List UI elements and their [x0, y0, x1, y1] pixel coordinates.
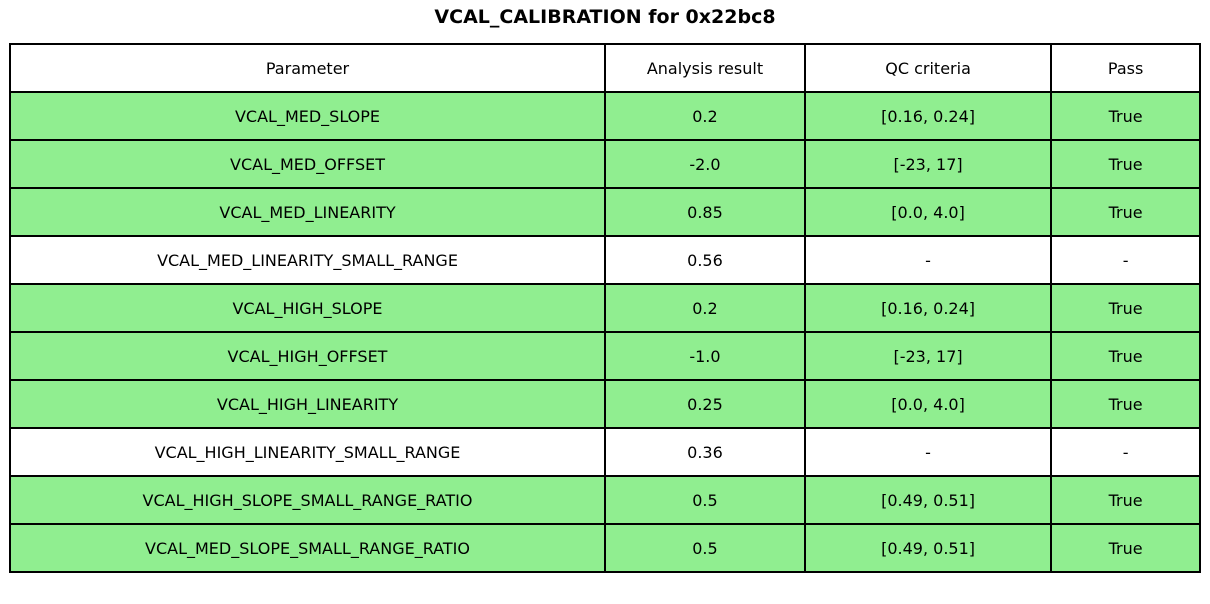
- qc-cell: [0.0, 4.0]: [803, 187, 1053, 237]
- pass-cell: True: [1050, 91, 1201, 141]
- result-cell: -1.0: [604, 331, 806, 381]
- header-qc-criteria: QC criteria: [803, 43, 1053, 93]
- qc-cell: -: [803, 427, 1053, 477]
- parameter-cell: VCAL_HIGH_LINEARITY: [9, 379, 606, 429]
- result-cell: 0.56: [604, 235, 806, 285]
- qc-cell: [-23, 17]: [803, 139, 1053, 189]
- header-row: Parameter Analysis result QC criteria Pa…: [9, 43, 1201, 93]
- qc-cell: [0.0, 4.0]: [803, 379, 1053, 429]
- result-cell: 0.2: [604, 283, 806, 333]
- page-title: VCAL_CALIBRATION for 0x22bc8: [434, 6, 776, 28]
- pass-cell: True: [1050, 475, 1201, 525]
- table-row: VCAL_MED_SLOPE_SMALL_RANGE_RATIO 0.5 [0.…: [9, 523, 1201, 573]
- result-cell: 0.5: [604, 523, 806, 573]
- table-row: VCAL_MED_LINEARITY_SMALL_RANGE 0.56 - -: [9, 235, 1201, 285]
- qc-results-table: Parameter Analysis result QC criteria Pa…: [9, 43, 1201, 573]
- parameter-cell: VCAL_HIGH_SLOPE: [9, 283, 606, 333]
- qc-cell: [-23, 17]: [803, 331, 1053, 381]
- table-body: VCAL_MED_SLOPE 0.2 [0.16, 0.24] True VCA…: [9, 91, 1201, 573]
- qc-cell: -: [803, 235, 1053, 285]
- header-pass: Pass: [1050, 43, 1201, 93]
- pass-cell: -: [1050, 427, 1201, 477]
- table-row: VCAL_HIGH_SLOPE_SMALL_RANGE_RATIO 0.5 [0…: [9, 475, 1201, 525]
- parameter-cell: VCAL_HIGH_LINEARITY_SMALL_RANGE: [9, 427, 606, 477]
- pass-cell: True: [1050, 139, 1201, 189]
- table-row: VCAL_HIGH_LINEARITY 0.25 [0.0, 4.0] True: [9, 379, 1201, 429]
- parameter-cell: VCAL_MED_OFFSET: [9, 139, 606, 189]
- result-cell: -2.0: [604, 139, 806, 189]
- pass-cell: True: [1050, 331, 1201, 381]
- pass-cell: True: [1050, 379, 1201, 429]
- parameter-cell: VCAL_MED_SLOPE: [9, 91, 606, 141]
- qc-cell: [0.16, 0.24]: [803, 91, 1053, 141]
- pass-cell: -: [1050, 235, 1201, 285]
- result-cell: 0.5: [604, 475, 806, 525]
- table-header: Parameter Analysis result QC criteria Pa…: [9, 43, 1201, 93]
- parameter-cell: VCAL_MED_LINEARITY: [9, 187, 606, 237]
- table-row: VCAL_HIGH_OFFSET -1.0 [-23, 17] True: [9, 331, 1201, 381]
- qc-cell: [0.49, 0.51]: [803, 475, 1053, 525]
- result-cell: 0.36: [604, 427, 806, 477]
- header-parameter: Parameter: [9, 43, 606, 93]
- table-row: VCAL_MED_OFFSET -2.0 [-23, 17] True: [9, 139, 1201, 189]
- qc-cell: [0.49, 0.51]: [803, 523, 1053, 573]
- table-row: VCAL_MED_SLOPE 0.2 [0.16, 0.24] True: [9, 91, 1201, 141]
- result-cell: 0.85: [604, 187, 806, 237]
- pass-cell: True: [1050, 523, 1201, 573]
- result-cell: 0.2: [604, 91, 806, 141]
- pass-cell: True: [1050, 187, 1201, 237]
- pass-cell: True: [1050, 283, 1201, 333]
- table-row: VCAL_MED_LINEARITY 0.85 [0.0, 4.0] True: [9, 187, 1201, 237]
- parameter-cell: VCAL_HIGH_OFFSET: [9, 331, 606, 381]
- parameter-cell: VCAL_MED_SLOPE_SMALL_RANGE_RATIO: [9, 523, 606, 573]
- parameter-cell: VCAL_MED_LINEARITY_SMALL_RANGE: [9, 235, 606, 285]
- qc-cell: [0.16, 0.24]: [803, 283, 1053, 333]
- header-analysis-result: Analysis result: [604, 43, 806, 93]
- table-row: VCAL_HIGH_LINEARITY_SMALL_RANGE 0.36 - -: [9, 427, 1201, 477]
- table-row: VCAL_HIGH_SLOPE 0.2 [0.16, 0.24] True: [9, 283, 1201, 333]
- result-cell: 0.25: [604, 379, 806, 429]
- parameter-cell: VCAL_HIGH_SLOPE_SMALL_RANGE_RATIO: [9, 475, 606, 525]
